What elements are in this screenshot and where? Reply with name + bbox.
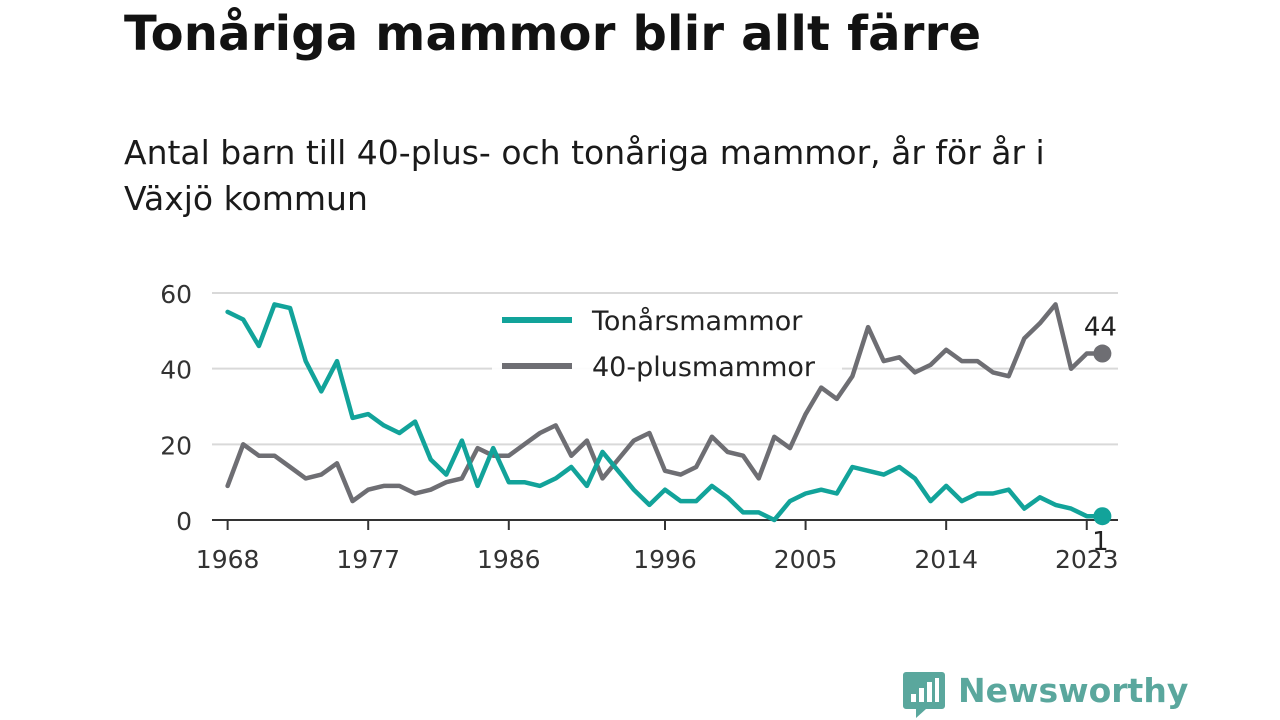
end-point-tonarsmammor — [1093, 507, 1112, 526]
x-tick-label-1996: 1996 — [633, 545, 697, 574]
end-labels: 1 44 — [1084, 313, 1117, 558]
y-tick-label-0: 0 — [176, 507, 192, 536]
end-label-tonarsmammor: 1 — [1092, 527, 1109, 557]
end-point-40-plusmammor — [1093, 344, 1112, 363]
x-tick-label-1986: 1986 — [477, 545, 541, 574]
legend: Tonårsmammor 40-plusmammor — [492, 294, 842, 384]
chart-subtitle: Antal barn till 40-plus- och tonåriga ma… — [124, 133, 1045, 218]
y-tick-label-20: 20 — [160, 431, 192, 460]
legend-label-40-plusmammor: 40-plusmammor — [592, 352, 816, 383]
series-lines — [225, 302, 1105, 523]
end-label-40-plusmammor: 44 — [1084, 313, 1117, 343]
chart-title: Tonåriga mammor blir allt färre — [124, 6, 982, 62]
brand-name: Newsworthy — [958, 671, 1189, 710]
x-tick-label-2005: 2005 — [774, 545, 838, 574]
y-tick-label-60: 60 — [160, 280, 192, 309]
x-tick-label-2023: 2023 — [1055, 545, 1119, 574]
series-line-tonarsmammor — [225, 302, 1105, 523]
x-tick-label-1977: 1977 — [336, 545, 400, 574]
legend-label-tonarsmammor: Tonårsmammor — [591, 306, 803, 337]
y-axis-ticks: 0 20 40 60 — [160, 280, 192, 536]
x-axis: 1968 1977 1986 1996 2005 2014 2023 — [196, 519, 1119, 574]
x-tick-label-1968: 1968 — [196, 545, 260, 574]
series-line-40-plusmammor — [225, 302, 1105, 504]
x-tick-label-2014: 2014 — [914, 545, 978, 574]
y-tick-label-40: 40 — [160, 356, 192, 385]
newsworthy-logo-icon — [903, 672, 945, 718]
